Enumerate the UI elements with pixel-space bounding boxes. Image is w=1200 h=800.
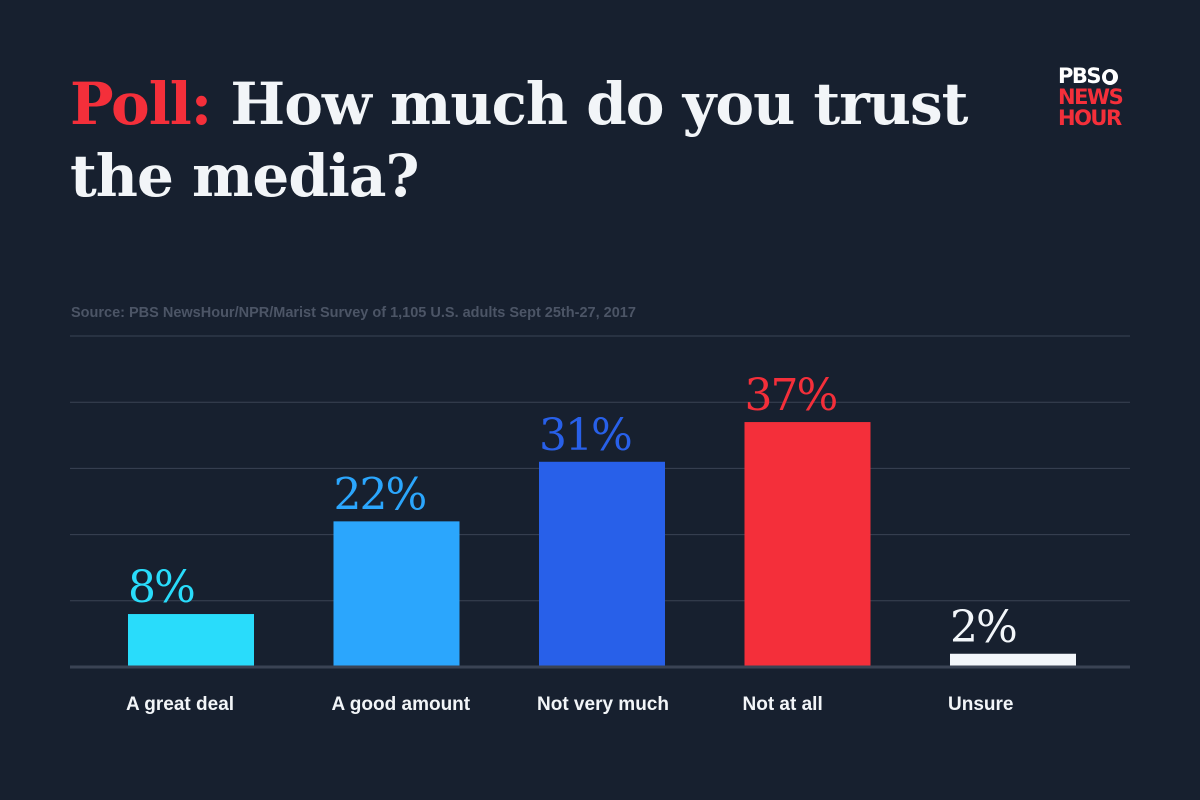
value-label: 31%: [539, 410, 631, 461]
pbs-newshour-logo: PBS NEWS HOUR: [1058, 66, 1138, 129]
logo-line2: NEWS: [1058, 85, 1124, 109]
value-label: 2%: [950, 602, 1016, 653]
page-title: Poll: How much do you trust the media?: [70, 68, 970, 212]
category-label: Unsure: [948, 694, 1013, 715]
title-text: How much do you trust the media?: [70, 70, 968, 210]
logo-line3: HOUR: [1058, 106, 1122, 130]
chart-bars: [128, 422, 1076, 667]
bar-not-very-much: [539, 461, 665, 667]
bar-a-great-deal: [128, 614, 254, 667]
category-label: A great deal: [126, 694, 234, 715]
pbs-head-icon: [1102, 68, 1119, 85]
value-label: 22%: [334, 469, 426, 520]
value-label: 37%: [745, 370, 837, 421]
title-lead: Poll:: [70, 70, 212, 138]
value-label: 8%: [128, 562, 194, 613]
bar-unsure: [950, 653, 1076, 667]
chart-labels: 8% A great deal 22% A good amount 31% Not ver…: [126, 370, 1018, 715]
category-label: A good amount: [332, 694, 471, 715]
category-label: Not at all: [743, 694, 823, 715]
logo-line1: PBS: [1058, 64, 1102, 88]
source-note: Source: PBS NewsHour/NPR/Marist Survey o…: [71, 305, 636, 321]
bar-a-good-amount: [333, 521, 460, 667]
bar-not-at-all: [744, 422, 871, 667]
category-label: Not very much: [537, 694, 669, 715]
